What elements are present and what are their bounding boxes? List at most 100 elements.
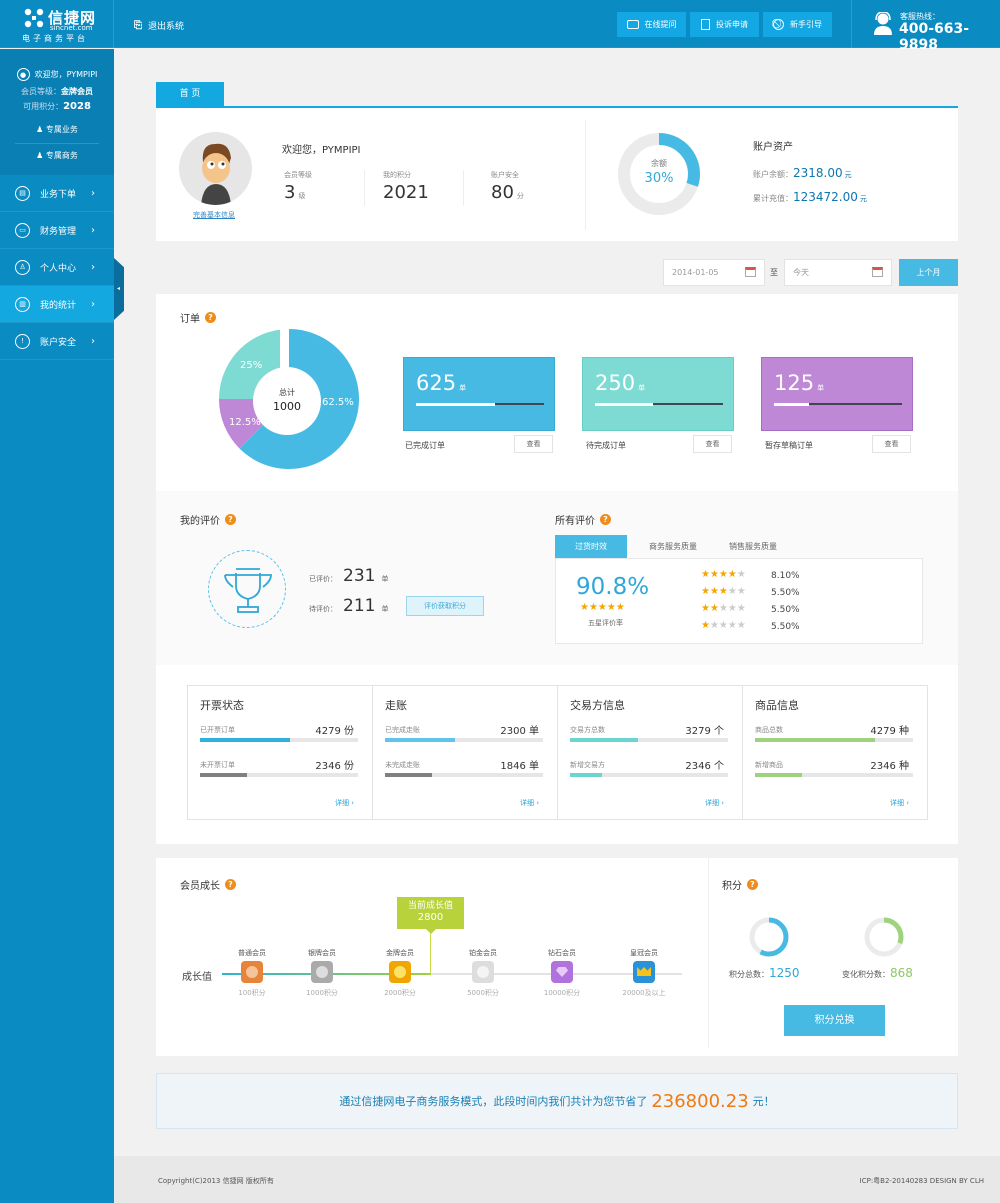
order-card-draft[interactable]: 125 单: [761, 357, 913, 431]
stat-row-value: 2346 个: [685, 761, 724, 772]
last-month-button[interactable]: 上个月: [899, 259, 958, 286]
logout-button[interactable]: ⎘ 退出系统: [134, 19, 184, 32]
order-card-completed[interactable]: 625 单: [403, 357, 555, 431]
balance-label: 账户余额：: [753, 170, 793, 179]
details-link[interactable]: 详细 ›: [889, 799, 909, 807]
redeem-points-button[interactable]: 积分兑换: [784, 1005, 885, 1036]
tab-sales-service[interactable]: 销售服务质量: [729, 542, 777, 551]
pending-review-unit: 单: [381, 605, 389, 613]
sidebar-item-security[interactable]: ! 账户安全 ›: [0, 323, 114, 360]
gold-medal-icon: [389, 961, 411, 983]
available-points: 2028: [63, 101, 91, 112]
order-progress: [774, 402, 902, 406]
end-date-value: 今天: [793, 268, 809, 277]
exclusive-commerce-link[interactable]: ♟ 专属商务: [0, 150, 114, 161]
points-title: 积分?: [722, 877, 758, 892]
sidebar-item-label: 业务下单: [40, 189, 77, 200]
complaint-button[interactable]: 投诉申请: [690, 12, 759, 37]
help-icon[interactable]: ?: [600, 514, 611, 525]
sidebar-item-label: 个人中心: [40, 263, 77, 274]
help-icon[interactable]: ?: [225, 879, 236, 890]
tab-delivery-time[interactable]: 过货时效: [555, 535, 627, 559]
view-pending-button[interactable]: 查看: [693, 435, 732, 453]
guide-button[interactable]: ⃠ 新手引导: [763, 12, 832, 37]
details-link[interactable]: 详细 ›: [704, 799, 724, 807]
order-card-label: 已完成订单: [405, 441, 445, 450]
stat-progress: [755, 738, 913, 742]
sidebar-collapse-handle[interactable]: ◂: [114, 258, 124, 320]
divider: [708, 858, 709, 1048]
balance-row: 账户余额： 2318.00 元: [753, 166, 852, 180]
details-link[interactable]: 详细 ›: [519, 799, 539, 807]
online-question-button[interactable]: 在线提问: [617, 12, 686, 37]
end-date-input[interactable]: 今天: [784, 259, 892, 286]
start-date-input[interactable]: 2014-01-05: [663, 259, 765, 286]
sidebar-welcome: 欢迎您，PYMPIPI: [34, 70, 98, 79]
chevron-right-icon: ›: [91, 187, 95, 199]
order-card-pending[interactable]: 250 单: [582, 357, 734, 431]
chevron-right-icon: ›: [91, 298, 95, 310]
stat-row-label: 商品总数: [755, 726, 783, 734]
pending-review-label: 待评价：: [309, 605, 337, 613]
stat-label: 我的积分: [383, 171, 411, 179]
tab-home[interactable]: 首 页: [156, 82, 224, 106]
sidebar-item-personal[interactable]: ♙ 个人中心 ›: [0, 249, 114, 286]
details-link[interactable]: 详细 ›: [334, 799, 354, 807]
reviewed-count: 231: [343, 566, 376, 586]
stat-row-label: 交易方总数: [570, 726, 605, 734]
help-icon[interactable]: ?: [747, 879, 758, 890]
all-reviews-title-text: 所有评价: [555, 516, 595, 527]
growth-track: [222, 973, 682, 975]
order-count: 250: [595, 371, 636, 395]
footer: Copyright(C)2013 信捷网 版权所有 ICP:粤B2-201402…: [114, 1156, 1000, 1203]
changed-points-value: 868: [890, 966, 913, 980]
order-card-label: 待完成订单: [586, 441, 626, 450]
stat-label: 会员等级: [284, 171, 312, 179]
points-label: 可用积分：: [23, 102, 64, 111]
bronze-medal-icon: [241, 961, 263, 983]
order-progress: [595, 402, 723, 406]
stat-row-label: 未开票订单: [200, 761, 235, 769]
rating-row-pct: 5.50%: [771, 588, 800, 598]
sidebar-item-label: 账户安全: [40, 337, 77, 348]
sidebar-item-order[interactable]: ▤ 业务下单 ›: [0, 175, 114, 212]
rating-row-pct: 8.10%: [771, 571, 800, 581]
savings-banner: 通过信捷网电子商务服务模式，此段时间内我们共计为您节省了 236800.23 元…: [156, 1073, 958, 1129]
top-bar: 信捷网 sincnet.com 电子商务平台 ⎘ 退出系统 在线提问 投诉申请 …: [0, 0, 1000, 53]
accounting-box: 走账 已完成走账 2300 单 未完成走账 1846 单 详细 ›: [372, 685, 558, 820]
sidebar-item-label: 我的统计: [40, 300, 77, 311]
tab-business-service[interactable]: 商务服务质量: [649, 542, 697, 551]
sidebar-item-statistics[interactable]: ▥ 我的统计 ›: [0, 286, 114, 323]
view-draft-button[interactable]: 查看: [872, 435, 911, 453]
edit-profile-link[interactable]: 完善基本信息: [193, 211, 235, 219]
member-level: 金牌会员: [61, 87, 93, 96]
changed-points-label: 变化积分数：: [842, 970, 890, 979]
chat-icon: [626, 20, 639, 29]
complaint-label: 投诉申请: [716, 20, 748, 29]
calendar-icon[interactable]: [872, 267, 883, 277]
invoice-status-box: 开票状态 已开票订单 4279 份 未开票订单 2346 份 详细 ›: [187, 685, 373, 820]
balance-unit: 元: [844, 171, 852, 179]
review-for-points-button[interactable]: 评价获取积分: [406, 596, 484, 616]
total-points-donut: [749, 917, 789, 957]
savings-text: 通过信捷网电子商务服务模式，此段时间内我们共计为您节省了: [339, 1095, 648, 1108]
pie-label-completed: 62.5%: [322, 397, 354, 408]
avatar[interactable]: [179, 132, 252, 205]
exclusive-business-link[interactable]: ♟ 专属业务: [0, 124, 114, 135]
rating-row-pct: 5.50%: [771, 605, 800, 615]
calendar-icon[interactable]: [745, 267, 756, 277]
stat-progress: [200, 738, 358, 742]
view-completed-button[interactable]: 查看: [514, 435, 553, 453]
order-progress: [416, 402, 544, 406]
level-points: 100积分: [238, 989, 266, 997]
stat-box-title: 开票状态: [200, 699, 244, 712]
stat-row-value: 3279 个: [685, 726, 724, 737]
level-name: 铂金会员: [469, 949, 497, 957]
copyright-text: Copyright(C)2013 信捷网 版权所有: [158, 1177, 274, 1185]
sidebar-item-finance[interactable]: ▭ 财务管理 ›: [0, 212, 114, 249]
help-icon[interactable]: ?: [225, 514, 236, 525]
help-icon[interactable]: ?: [205, 312, 216, 323]
logo[interactable]: 信捷网 sincnet.com 电子商务平台: [0, 0, 114, 48]
hotline-label: 客服热线：: [900, 12, 940, 21]
savings-unit: 元！: [752, 1095, 775, 1108]
